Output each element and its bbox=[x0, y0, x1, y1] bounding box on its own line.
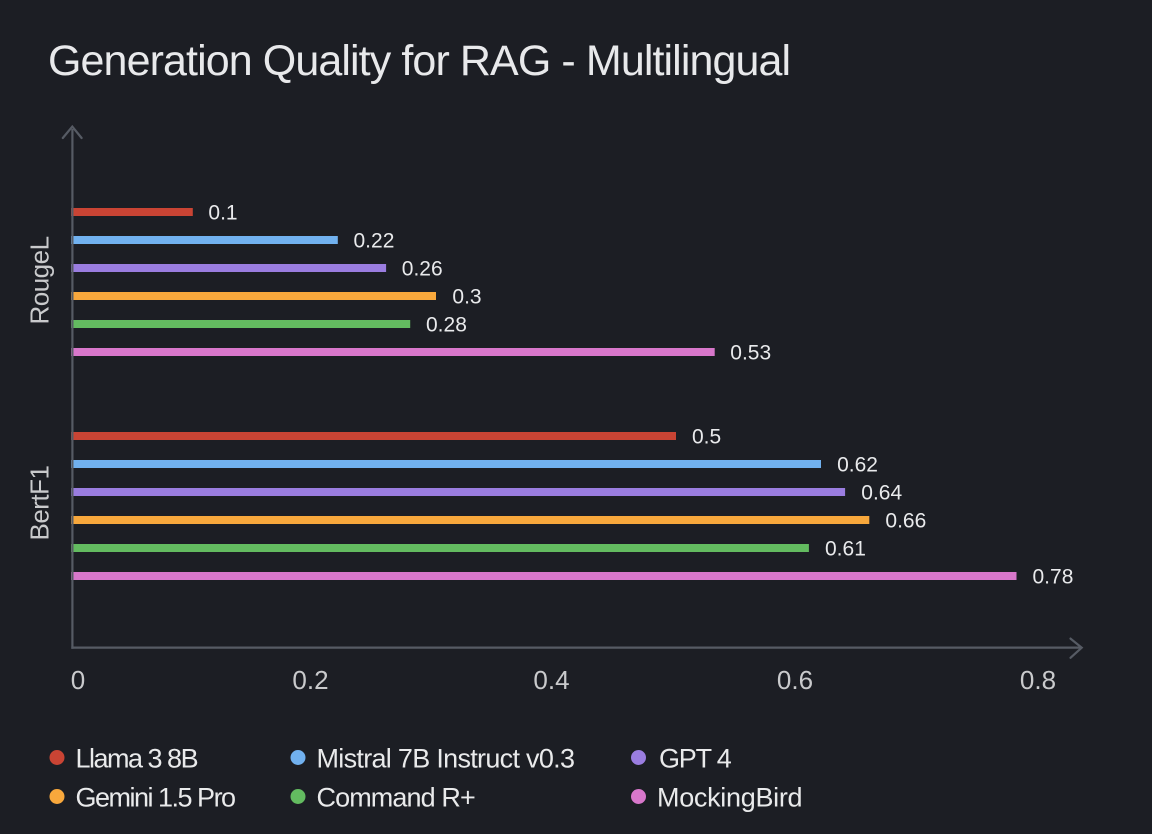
svg-text:BertF1: BertF1 bbox=[25, 465, 55, 540]
svg-text:0.62: 0.62 bbox=[837, 454, 878, 477]
svg-text:0.61: 0.61 bbox=[825, 538, 866, 561]
svg-text:0.8: 0.8 bbox=[1020, 665, 1056, 695]
svg-text:0.22: 0.22 bbox=[354, 230, 395, 253]
svg-text:0.6: 0.6 bbox=[777, 665, 813, 695]
svg-text:0.4: 0.4 bbox=[533, 665, 569, 695]
svg-text:MockingBird: MockingBird bbox=[657, 783, 802, 813]
svg-text:RougeL: RougeL bbox=[25, 236, 55, 324]
svg-text:0.26: 0.26 bbox=[402, 258, 443, 281]
svg-text:0.66: 0.66 bbox=[885, 510, 926, 533]
svg-text:Gemini 1.5 Pro: Gemini 1.5 Pro bbox=[76, 783, 236, 813]
svg-text:0: 0 bbox=[71, 665, 85, 695]
svg-text:0.28: 0.28 bbox=[426, 314, 467, 337]
svg-text:Command R+: Command R+ bbox=[317, 783, 475, 813]
svg-text:Llama 3 8B: Llama 3 8B bbox=[76, 744, 198, 774]
svg-text:0.64: 0.64 bbox=[861, 482, 902, 505]
svg-text:GPT 4: GPT 4 bbox=[659, 744, 732, 774]
svg-text:0.1: 0.1 bbox=[208, 202, 237, 225]
svg-text:0.2: 0.2 bbox=[292, 665, 328, 695]
svg-text:0.78: 0.78 bbox=[1033, 566, 1074, 589]
svg-text:0.53: 0.53 bbox=[730, 342, 771, 365]
svg-text:0.3: 0.3 bbox=[452, 286, 481, 309]
svg-text:Generation Quality for RAG - M: Generation Quality for RAG - Multilingua… bbox=[48, 37, 790, 85]
svg-text:Mistral 7B Instruct v0.3: Mistral 7B Instruct v0.3 bbox=[317, 744, 575, 774]
svg-text:0.5: 0.5 bbox=[692, 426, 721, 449]
